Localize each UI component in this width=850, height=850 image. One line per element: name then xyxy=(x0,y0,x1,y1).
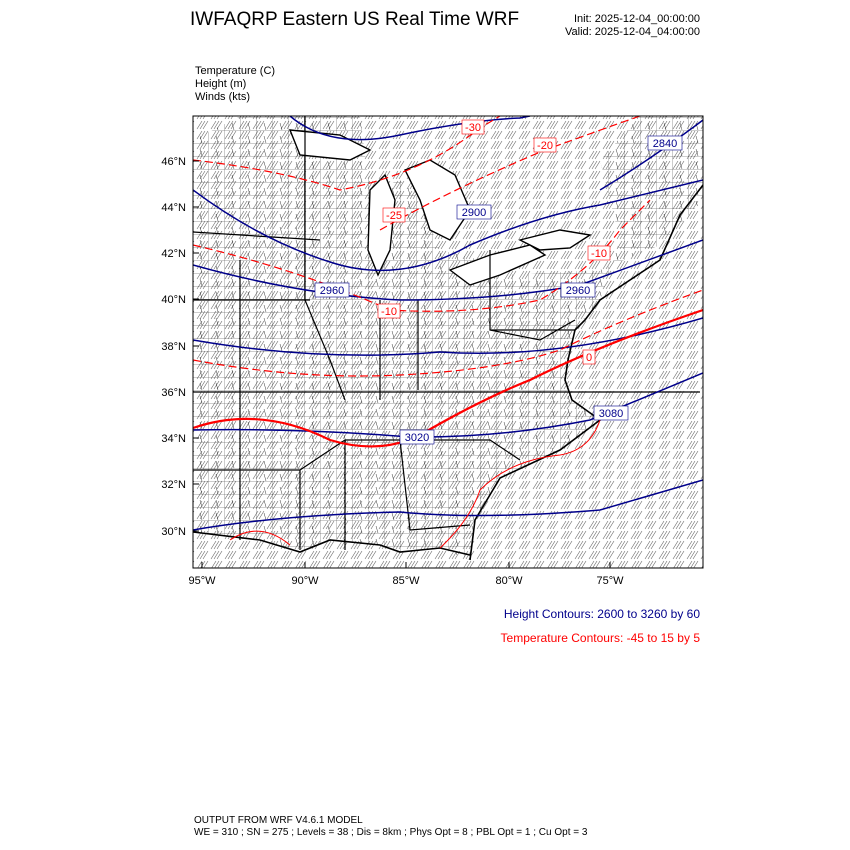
valid-time: Valid: 2025-12-04_04:00:00 xyxy=(565,26,700,38)
temperature-contour xyxy=(193,289,703,377)
lon-label: 80°W xyxy=(495,575,523,587)
lat-label: 30°N xyxy=(161,526,186,538)
lon-labels: 95°W 90°W 85°W 80°W 75°W xyxy=(188,562,624,587)
temperature-label: -30 xyxy=(465,122,481,134)
lat-label: 40°N xyxy=(161,294,186,306)
field-list: Temperature (C) Height (m) Winds (kts) xyxy=(195,65,275,104)
field-temperature: Temperature (C) xyxy=(195,65,276,77)
field-height: Height (m) xyxy=(195,78,247,90)
lat-labels: 30°N 32°N 34°N 36°N 38°N 40°N 42°N 44°N 46°N xyxy=(161,156,199,538)
height-label: 2900 xyxy=(462,207,486,219)
temperature-legend: Temperature Contours: -45 to 15 by 5 xyxy=(500,631,700,645)
height-legend: Height Contours: 2600 to 3260 by 60 xyxy=(503,607,700,621)
height-contour xyxy=(193,479,703,531)
plot-title: IWFAQRP Eastern US Real Time WRF xyxy=(190,9,520,30)
great-lakes xyxy=(288,129,592,286)
temperature-contour xyxy=(193,116,501,191)
lat-label: 32°N xyxy=(161,479,186,491)
height-labels: 2840 2900 2960 2960 3020 3080 xyxy=(314,135,683,445)
temperature-contour xyxy=(193,199,651,312)
land-counties xyxy=(193,116,703,560)
height-label: 2960 xyxy=(566,285,590,297)
init-time: Init: 2025-12-04_00:00:00 xyxy=(574,13,700,25)
lon-label: 85°W xyxy=(392,575,420,587)
temperature-labels: -30 -20 -25 -10 -10 0 xyxy=(377,119,611,365)
lat-label: 46°N xyxy=(161,156,186,168)
state-borders xyxy=(193,116,700,550)
height-label: 3080 xyxy=(599,408,623,420)
height-contour xyxy=(193,179,703,272)
height-contour xyxy=(193,317,703,356)
model-config: WE = 310 ; SN = 275 ; Levels = 38 ; Dis … xyxy=(194,827,588,838)
temperature-contours xyxy=(193,116,703,377)
model-info: OUTPUT FROM WRF V4.6.1 MODEL WE = 310 ; … xyxy=(194,815,587,839)
lon-label: 95°W xyxy=(188,575,216,587)
temperature-label: 0 xyxy=(586,352,592,364)
lat-label: 34°N xyxy=(161,433,186,445)
lon-label: 75°W xyxy=(596,575,624,587)
height-contour xyxy=(289,116,531,141)
model-version: OUTPUT FROM WRF V4.6.1 MODEL xyxy=(194,815,363,826)
height-contour xyxy=(599,119,703,191)
temperature-label: -10 xyxy=(381,306,397,318)
lat-label: 36°N xyxy=(161,387,186,399)
temperature-label: -10 xyxy=(591,248,607,260)
lat-label: 44°N xyxy=(161,202,186,214)
lat-label: 42°N xyxy=(161,248,186,260)
temperature-label: -25 xyxy=(386,210,402,222)
lat-label: 38°N xyxy=(161,341,186,353)
height-contour xyxy=(193,239,703,301)
height-label: 2960 xyxy=(320,285,344,297)
lon-label: 90°W xyxy=(291,575,319,587)
run-times: Init: 2025-12-04_00:00:00 Valid: 2025-12… xyxy=(565,13,700,39)
height-label: 3020 xyxy=(405,432,429,444)
temperature-contour xyxy=(379,116,641,231)
map-frame xyxy=(192,115,704,569)
height-label: 2840 xyxy=(653,138,677,150)
coastline xyxy=(193,184,703,561)
temperature-label: -20 xyxy=(537,140,553,152)
temperature-contour xyxy=(229,419,601,549)
field-winds: Winds (kts) xyxy=(195,91,250,103)
